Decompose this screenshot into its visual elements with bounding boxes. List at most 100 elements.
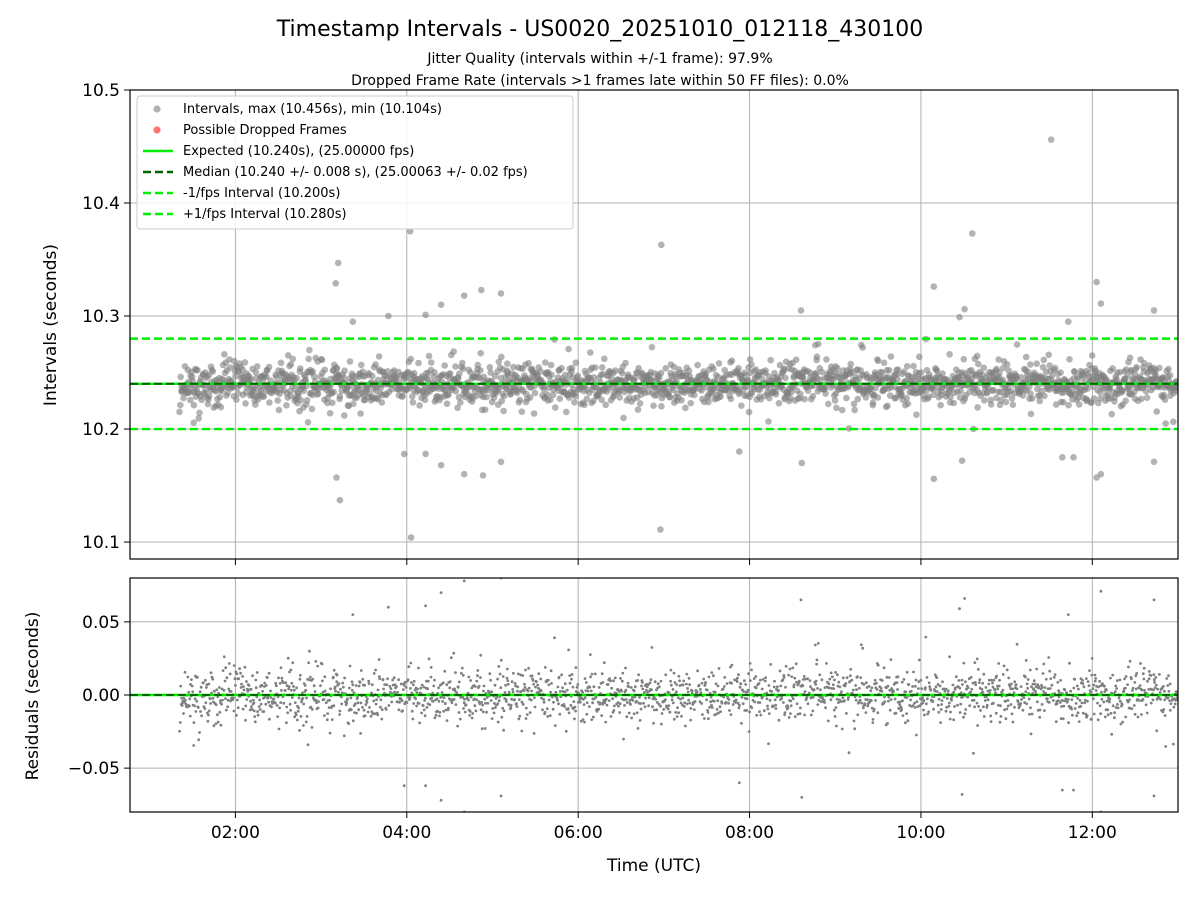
residual-point	[347, 722, 351, 725]
residual-point	[911, 704, 915, 708]
residual-point	[840, 700, 844, 703]
residual-point	[793, 676, 797, 680]
residual-point	[195, 699, 199, 703]
residual-point	[1072, 788, 1075, 792]
residual-point	[895, 681, 899, 685]
residual-point	[463, 710, 467, 714]
residual-point	[1167, 674, 1170, 678]
residuals-y-tick-label: −0.05	[68, 759, 120, 779]
residual-point	[239, 671, 243, 675]
residual-point	[416, 687, 419, 691]
interval-point	[552, 404, 559, 411]
interval-point	[195, 415, 202, 422]
interval-point	[190, 419, 197, 427]
residual-point	[217, 686, 221, 689]
residual-point	[286, 656, 290, 660]
residual-point	[792, 685, 796, 689]
residual-point	[1152, 673, 1156, 676]
residual-point	[898, 700, 902, 704]
residual-point	[192, 721, 196, 724]
residual-point	[991, 681, 994, 685]
residual-point	[861, 706, 865, 710]
interval-point	[283, 402, 290, 409]
residual-point	[712, 674, 715, 678]
interval-point	[916, 353, 923, 361]
residual-point	[786, 706, 790, 710]
residual-point	[1103, 715, 1107, 719]
residual-point	[784, 685, 787, 689]
residual-point	[522, 689, 526, 692]
residual-point	[770, 690, 774, 693]
residual-point	[359, 701, 363, 705]
residual-point	[715, 708, 719, 711]
residual-point	[880, 679, 884, 682]
residual-point	[629, 686, 633, 689]
residual-point	[845, 712, 848, 715]
residual-point	[951, 683, 955, 687]
residual-point	[797, 679, 801, 683]
residual-point	[833, 715, 837, 718]
residual-point	[913, 684, 917, 688]
residual-point	[722, 695, 726, 699]
residual-point	[1161, 710, 1165, 714]
residual-point	[564, 729, 568, 733]
residual-point	[1089, 691, 1092, 694]
residual-point	[1087, 684, 1091, 688]
residual-point	[1066, 698, 1070, 701]
residual-point	[802, 675, 806, 678]
interval-point	[369, 372, 376, 380]
residual-point	[325, 718, 329, 722]
residual-point	[852, 719, 856, 723]
interval-point	[1047, 136, 1055, 143]
residual-point	[532, 682, 535, 686]
residual-point	[484, 701, 487, 705]
residual-point	[915, 700, 919, 704]
residual-point	[801, 684, 805, 688]
interval-point	[571, 399, 578, 406]
residual-point	[519, 690, 523, 693]
residual-point	[655, 701, 659, 704]
residual-point	[348, 664, 352, 668]
residual-point	[570, 677, 573, 681]
residual-point	[1152, 678, 1156, 682]
residuals-panel: −0.050.000.05 02:00 04:00 06:00 08:00 10:00 1…	[23, 577, 1179, 876]
residual-point	[873, 678, 877, 682]
residual-point	[950, 698, 953, 702]
residual-point	[310, 708, 314, 711]
legend-marker-red	[153, 126, 161, 134]
residual-point	[577, 691, 581, 695]
residual-point	[1120, 703, 1124, 706]
residual-point	[1115, 687, 1118, 690]
residuals-y-axis-label: Residuals (seconds)	[23, 612, 43, 781]
residual-point	[244, 704, 248, 708]
interval-point	[937, 401, 944, 409]
legend-label-intervals: Intervals, max (10.456s), min (10.104s)	[183, 102, 442, 117]
residual-point	[974, 681, 977, 684]
interval-point	[547, 396, 554, 404]
residual-point	[994, 691, 997, 695]
residual-point	[292, 685, 295, 688]
residual-point	[710, 671, 714, 674]
residual-point	[850, 678, 854, 682]
residual-point	[469, 695, 473, 699]
residual-point	[630, 716, 633, 720]
residual-point	[787, 716, 791, 719]
residual-point	[403, 680, 407, 684]
interval-point	[1162, 420, 1169, 427]
residual-point	[584, 681, 588, 684]
residual-point	[1130, 707, 1134, 710]
residual-point	[502, 709, 506, 713]
residual-point	[351, 613, 355, 616]
residual-point	[1081, 682, 1085, 686]
residual-point	[744, 683, 748, 686]
residual-point	[340, 702, 344, 706]
residual-point	[731, 703, 735, 706]
residual-point	[207, 682, 211, 686]
residual-point	[182, 696, 186, 700]
residual-point	[198, 690, 202, 694]
residual-point	[1154, 676, 1158, 679]
residual-point	[660, 722, 663, 726]
residual-point	[1116, 703, 1119, 706]
interval-point	[1045, 351, 1052, 359]
residual-point	[245, 687, 249, 691]
